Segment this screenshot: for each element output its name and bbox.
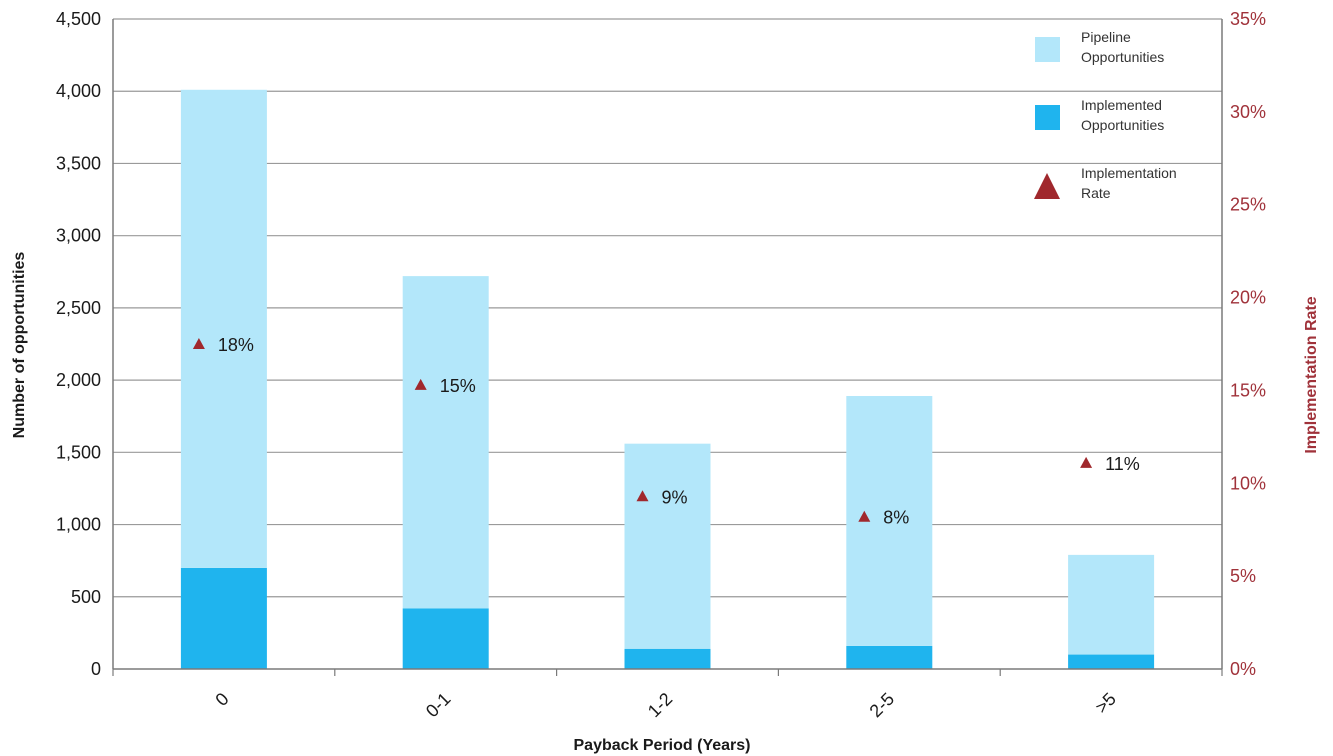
y2-tick-label: 10% bbox=[1230, 473, 1266, 493]
bar-implemented-opportunities bbox=[846, 645, 933, 669]
y-tick-label: 2,500 bbox=[56, 298, 101, 318]
legend-triangle-icon bbox=[1034, 173, 1060, 199]
bar-implemented-opportunities bbox=[1068, 654, 1155, 669]
bar-implemented-opportunities bbox=[180, 567, 267, 669]
y2-tick-label: 15% bbox=[1230, 380, 1266, 400]
y-tick-label: 3,000 bbox=[56, 226, 101, 246]
bar-pipeline-opportunities bbox=[624, 443, 711, 649]
y2-tick-label: 5% bbox=[1230, 566, 1256, 586]
legend-label: Opportunities bbox=[1081, 117, 1164, 133]
rate-markers: 18% 15% 9% 8% 11% bbox=[192, 335, 1140, 528]
y-tick-label: 1,000 bbox=[56, 515, 101, 535]
x-tick-label: 0 bbox=[212, 689, 233, 710]
y-tick-label: 3,500 bbox=[56, 153, 101, 173]
rate-data-label: 9% bbox=[662, 487, 688, 507]
rate-marker bbox=[858, 510, 871, 522]
bar-implemented-opportunities bbox=[624, 648, 711, 669]
rate-data-label: 15% bbox=[440, 376, 476, 396]
bar-pipeline-opportunities bbox=[180, 89, 267, 568]
rate-marker bbox=[192, 338, 205, 349]
bar-implemented-opportunities bbox=[402, 608, 489, 669]
y-tick-label: 2,000 bbox=[56, 370, 101, 390]
legend-label: Implementation bbox=[1081, 165, 1177, 181]
y-tick-label: 4,500 bbox=[56, 9, 101, 29]
y-tick-label: 500 bbox=[71, 587, 101, 607]
y-tick-label: 4,000 bbox=[56, 81, 101, 101]
rate-data-label: 18% bbox=[218, 335, 254, 355]
y2-tick-label: 0% bbox=[1230, 659, 1256, 679]
bars bbox=[180, 89, 1155, 669]
y2-tick-label: 25% bbox=[1230, 195, 1266, 215]
y-tick-label: 1,500 bbox=[56, 442, 101, 462]
legend-swatch bbox=[1035, 105, 1060, 130]
legend-label: Pipeline bbox=[1081, 29, 1131, 45]
bar-pipeline-opportunities bbox=[402, 276, 489, 609]
legend-swatch bbox=[1035, 37, 1060, 62]
right-axis-ticks: 0% 5% 10% 15% 20% 25% 30% 35% bbox=[1230, 9, 1266, 679]
axes bbox=[112, 19, 1223, 676]
legend-label: Rate bbox=[1081, 185, 1111, 201]
rate-marker bbox=[414, 378, 427, 390]
x-axis-title: Payback Period (Years) bbox=[574, 737, 751, 754]
x-tick-label: 1-2 bbox=[644, 689, 677, 722]
y2-tick-label: 30% bbox=[1230, 102, 1266, 122]
gridlines bbox=[113, 18, 1222, 598]
legend: Pipeline Opportunities Implemented Opportun… bbox=[1034, 29, 1177, 201]
x-tick-label: >5 bbox=[1091, 689, 1120, 718]
bar-pipeline-opportunities bbox=[1068, 554, 1155, 655]
y-axis-title: Number of opportunities bbox=[11, 252, 28, 439]
rate-data-label: 8% bbox=[883, 508, 909, 528]
y-tick-label: 0 bbox=[91, 659, 101, 679]
x-tick-label: 0-1 bbox=[422, 689, 455, 722]
x-axis-ticks: 0 0-1 1-2 2-5 >5 bbox=[212, 689, 1120, 722]
legend-label: Opportunities bbox=[1081, 49, 1164, 65]
rate-data-label: 11% bbox=[1105, 454, 1140, 474]
rate-marker bbox=[1080, 456, 1093, 468]
y2-tick-label: 20% bbox=[1230, 288, 1266, 308]
left-axis-ticks: 0 500 1,000 1,500 2,000 2,500 3,000 3,500 4,000 4… bbox=[56, 9, 101, 679]
rate-marker bbox=[636, 490, 649, 502]
y2-tick-label: 35% bbox=[1230, 9, 1266, 29]
y2-axis-title: Implementation Rate bbox=[1303, 296, 1320, 453]
x-tick-label: 2-5 bbox=[866, 689, 899, 722]
legend-label: Implemented bbox=[1081, 97, 1162, 113]
